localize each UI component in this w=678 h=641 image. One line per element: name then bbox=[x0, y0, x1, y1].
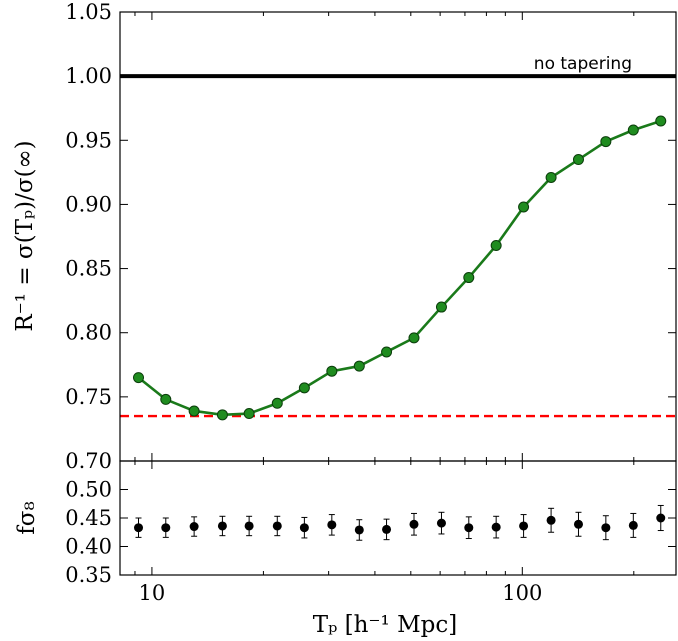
top-y-tick-label: 0.90 bbox=[65, 192, 112, 216]
no-tapering-label: no tapering bbox=[534, 54, 632, 74]
fsigma8-point bbox=[436, 518, 446, 528]
fsigma8-point bbox=[354, 525, 364, 535]
top-panel: 0.70 0.75 0.80 0.85 0.90 0.95 1.00 1.05 no tape… bbox=[12, 0, 677, 473]
fsigma8-point bbox=[656, 513, 666, 523]
fsigma8-point bbox=[382, 524, 392, 534]
bottom-y-tick-label: 0.45 bbox=[65, 506, 112, 530]
fsigma8-point bbox=[628, 520, 638, 530]
ratio-point bbox=[572, 154, 584, 166]
top-y-tick-label: 0.95 bbox=[65, 128, 112, 152]
fsigma8-point bbox=[299, 523, 309, 533]
fsigma8-point bbox=[519, 521, 529, 531]
x-tick-label: 100 bbox=[502, 581, 542, 605]
ratio-point bbox=[160, 393, 172, 405]
x-tick-label: 10 bbox=[139, 581, 166, 605]
fsigma8-point bbox=[272, 521, 282, 531]
ratio-point bbox=[435, 301, 447, 313]
ratio-point bbox=[243, 408, 255, 420]
bottom-panel-frame bbox=[119, 460, 677, 576]
ratio-point bbox=[188, 405, 200, 417]
fsigma8-point bbox=[601, 523, 611, 533]
ratio-point bbox=[627, 124, 639, 136]
fsigma8-point bbox=[491, 522, 501, 532]
top-y-tick-label: 0.75 bbox=[65, 385, 112, 409]
top-y-axis-label: R⁻¹ = σ(Tₚ)/σ(∞) bbox=[12, 140, 38, 331]
ratio-point bbox=[326, 365, 338, 377]
ratio-point bbox=[408, 332, 420, 344]
ratio-point bbox=[133, 372, 145, 384]
ratio-point bbox=[271, 397, 283, 409]
ratio-point bbox=[216, 409, 228, 421]
top-y-tick-label: 0.70 bbox=[65, 449, 112, 473]
ratio-point bbox=[655, 115, 667, 127]
ratio-point bbox=[518, 201, 530, 213]
bottom-y-axis-label: fσ₈ bbox=[14, 501, 40, 534]
fsigma8-point bbox=[189, 522, 199, 532]
bottom-y-tick-label: 0.50 bbox=[65, 478, 112, 502]
top-panel-frame bbox=[119, 11, 677, 462]
top-y-tick-label: 0.85 bbox=[65, 257, 112, 281]
fsigma8-point bbox=[161, 523, 171, 533]
ratio-point bbox=[600, 136, 612, 148]
fsigma8-point bbox=[134, 523, 144, 533]
bottom-y-tick-label: 0.35 bbox=[65, 563, 112, 587]
fsigma8-point bbox=[464, 523, 474, 533]
ratio-point bbox=[463, 272, 475, 284]
top-y-tick-label: 0.80 bbox=[65, 321, 112, 345]
x-axis-label: Tₚ [h⁻¹ Mpc] bbox=[313, 612, 457, 638]
ratio-point bbox=[545, 171, 557, 183]
ratio-point bbox=[298, 382, 310, 394]
bottom-panel: 0.35 0.40 0.45 0.50 10 100 fσ₈ Tₚ [h⁻¹ Mpc] bbox=[14, 12, 677, 638]
ratio-point bbox=[490, 239, 502, 251]
fsigma8-point bbox=[217, 521, 227, 531]
ratio-line bbox=[137, 119, 662, 417]
fsigma8-point bbox=[244, 521, 254, 531]
top-y-tick-label: 1.00 bbox=[65, 64, 112, 88]
bottom-y-tick-label: 0.40 bbox=[65, 535, 112, 559]
fsigma8-point bbox=[546, 515, 556, 525]
fsigma8-point bbox=[573, 519, 583, 529]
fsigma8-point bbox=[327, 520, 337, 530]
top-y-tick-label: 1.05 bbox=[65, 0, 112, 24]
ratio-point bbox=[353, 360, 365, 372]
fsigma8-point bbox=[409, 519, 419, 529]
ratio-point bbox=[381, 346, 393, 358]
